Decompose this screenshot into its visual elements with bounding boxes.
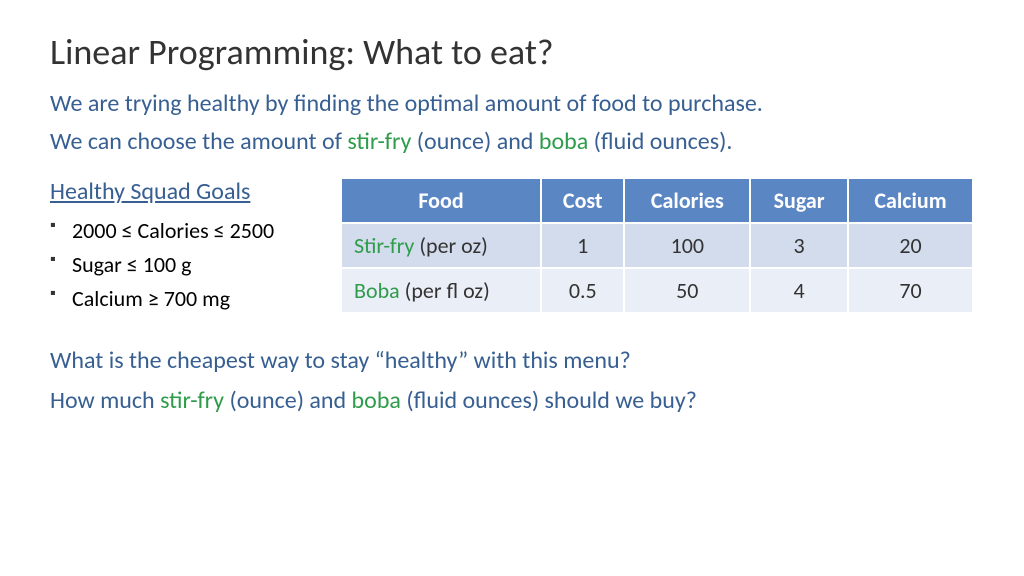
td-calories: 50: [624, 268, 750, 313]
q2-food-boba: boba: [352, 386, 401, 415]
td-food: Stir-fry (per oz): [341, 223, 541, 268]
q2-mid: (ounce) and: [224, 386, 352, 415]
goal-item: Sugar ≤ 100 g: [50, 248, 310, 282]
td-cost: 1: [541, 223, 624, 268]
th-calcium: Calcium: [848, 178, 973, 223]
food-unit: (per oz): [414, 232, 487, 259]
food-name: Stir-fry: [354, 232, 414, 259]
q2-pre: How much: [50, 386, 160, 415]
q2-post: (fluid ounces) should we buy?: [401, 386, 697, 415]
goals-heading: Healthy Squad Goals: [50, 177, 310, 206]
table-column: Food Cost Calories Sugar Calcium Stir-fr…: [340, 177, 974, 316]
td-cost: 0.5: [541, 268, 624, 313]
food-table: Food Cost Calories Sugar Calcium Stir-fr…: [340, 177, 974, 314]
td-calcium: 20: [848, 223, 973, 268]
questions-block: What is the cheapest way to stay “health…: [50, 344, 974, 417]
intro-food-boba: boba: [539, 127, 588, 156]
question-1: What is the cheapest way to stay “health…: [50, 344, 974, 378]
td-sugar: 4: [750, 268, 848, 313]
td-calcium: 70: [848, 268, 973, 313]
th-sugar: Sugar: [750, 178, 848, 223]
goals-list: 2000 ≤ Calories ≤ 2500 Sugar ≤ 100 g Cal…: [50, 214, 310, 316]
td-sugar: 3: [750, 223, 848, 268]
q2-food-stirfry: stir-fry: [160, 386, 224, 415]
th-calories: Calories: [624, 178, 750, 223]
table-row: Boba (per fl oz) 0.5 50 4 70: [341, 268, 973, 313]
question-2: How much stir-fry (ounce) and boba (flui…: [50, 384, 974, 418]
intro-line-2-post: (fluid ounces).: [588, 127, 732, 156]
food-name: Boba: [354, 277, 400, 304]
td-food: Boba (per fl oz): [341, 268, 541, 313]
goal-item: Calcium ≥ 700 mg: [50, 282, 310, 316]
intro-line-2: We can choose the amount of stir-fry (ou…: [50, 126, 974, 158]
goal-item: 2000 ≤ Calories ≤ 2500: [50, 214, 310, 248]
th-food: Food: [341, 178, 541, 223]
td-calories: 100: [624, 223, 750, 268]
th-cost: Cost: [541, 178, 624, 223]
intro-line-1: We are trying healthy by finding the opt…: [50, 88, 974, 120]
content-row: Healthy Squad Goals 2000 ≤ Calories ≤ 25…: [50, 177, 974, 316]
table-header-row: Food Cost Calories Sugar Calcium: [341, 178, 973, 223]
slide-title: Linear Programming: What to eat?: [50, 30, 974, 74]
slide: Linear Programming: What to eat? We are …: [0, 0, 1024, 453]
intro-line-2-mid: (ounce) and: [411, 127, 539, 156]
intro-line-2-pre: We can choose the amount of: [50, 127, 347, 156]
goals-column: Healthy Squad Goals 2000 ≤ Calories ≤ 25…: [50, 177, 310, 316]
food-unit: (per fl oz): [400, 277, 490, 304]
intro-food-stirfry: stir-fry: [347, 127, 411, 156]
table-row: Stir-fry (per oz) 1 100 3 20: [341, 223, 973, 268]
